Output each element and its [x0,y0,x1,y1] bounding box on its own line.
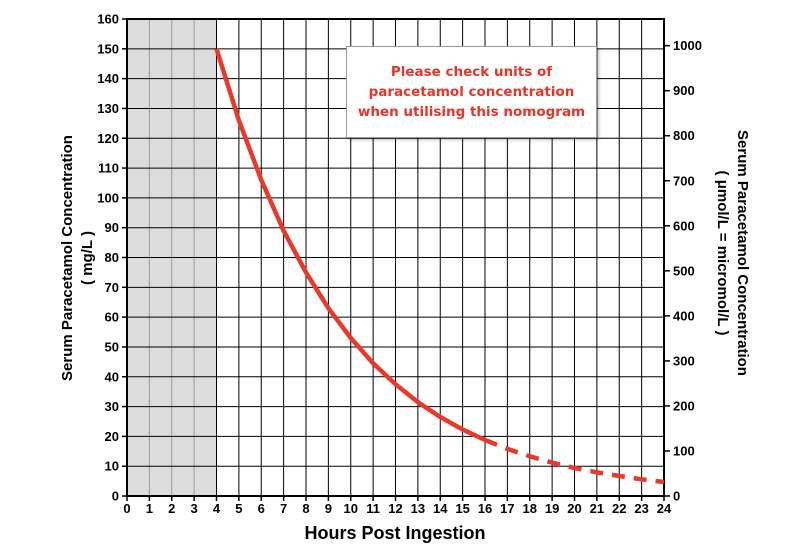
left-y-tick-label: 80 [105,250,119,265]
left-y-tick-label: 50 [105,339,119,354]
left-y-tick-label: 160 [97,12,119,27]
right-y-tick-label: 1000 [673,38,702,53]
left-y-tick-label: 120 [97,131,119,146]
right-y-tick-label: 900 [673,83,695,98]
right-y-tick-label: 200 [673,398,695,413]
units-warning-box: Please check units of paracetamol concen… [346,46,597,138]
right-axis-title-unit: ( μmol/L = micromol/L ) [714,171,731,336]
x-tick-label: 12 [388,501,402,516]
left-y-tick-label: 110 [98,161,119,176]
x-tick-label: 17 [500,501,514,516]
series-line-dashed [484,437,665,485]
x-tick-label: 14 [433,501,448,516]
x-tick-label: 3 [191,501,198,516]
left-y-tick-label: 0 [112,489,119,504]
x-tick-label: 4 [213,501,221,516]
x-tick-label: 7 [280,501,287,516]
right-axis-title-main: Serum Paracetamol Concentration [734,130,751,376]
right-y-tick-label: 500 [673,263,695,278]
x-tick-label: 19 [545,501,559,516]
x-tick-label: 24 [657,501,672,516]
x-tick-label: 13 [411,501,425,516]
right-y-tick-labels: 0 100 200 300 400 500 600 700 800 900 1000 [664,38,702,504]
series-line-solid [214,48,486,443]
x-tick-labels: 0 1 2 3 4 5 6 7 8 9 10 11 12 13 14 15 16 17 18 19 20 21 22 23 24 [123,496,672,516]
left-y-tick-label: 20 [105,429,119,444]
right-y-tick-label: 400 [673,308,695,323]
x-tick-label: 6 [258,501,265,516]
left-y-tick-label: 60 [105,310,119,325]
left-y-tick-label: 30 [105,399,119,414]
x-tick-label: 0 [123,501,130,516]
units-warning-text: Please check units of paracetamol concen… [357,64,586,120]
right-y-tick-label: 300 [673,353,695,368]
x-tick-label: 9 [325,501,332,516]
x-tick-label: 10 [344,501,358,516]
right-y-tick-label: 100 [673,443,695,458]
x-tick-label: 20 [567,501,581,516]
x-tick-label: 2 [168,501,175,516]
x-tick-label: 5 [235,501,242,516]
left-y-tick-label: 140 [97,71,119,86]
right-axis-title: Serum Paracetamol Concentration ( μmol/L… [714,130,751,376]
right-y-tick-label: 0 [673,489,680,504]
right-y-tick-label: 700 [673,173,695,188]
left-y-tick-label: 130 [97,101,119,116]
x-tick-label: 16 [478,501,492,516]
x-tick-label: 22 [612,501,626,516]
left-y-tick-label: 90 [105,220,119,235]
left-y-tick-labels: 0 10 20 30 40 50 60 70 80 90 100 110 120 130 140 150 160 [97,12,127,504]
left-axis-title-unit: ( mg/L ) [79,231,96,285]
right-y-tick-label: 600 [673,218,695,233]
x-tick-label: 18 [523,501,537,516]
x-axis-title: Hours Post Ingestion [304,523,485,543]
x-tick-label: 8 [302,501,309,516]
x-tick-label: 21 [590,501,604,516]
series-lines [214,48,665,485]
left-y-tick-label: 100 [97,190,119,205]
x-tick-label: 1 [146,501,153,516]
x-tick-label: 11 [366,501,380,516]
left-y-tick-label: 40 [105,369,119,384]
x-tick-label: 15 [455,501,469,516]
left-y-tick-label: 150 [97,41,119,56]
left-y-tick-label: 70 [105,280,119,295]
left-y-tick-label: 10 [105,459,119,474]
x-tick-label: 23 [634,501,648,516]
right-y-tick-label: 800 [673,128,695,143]
left-axis-title-main: Serum Paracetamol Concentration [59,135,76,381]
left-axis-title: Serum Paracetamol Concentration ( mg/L ) [59,135,96,381]
